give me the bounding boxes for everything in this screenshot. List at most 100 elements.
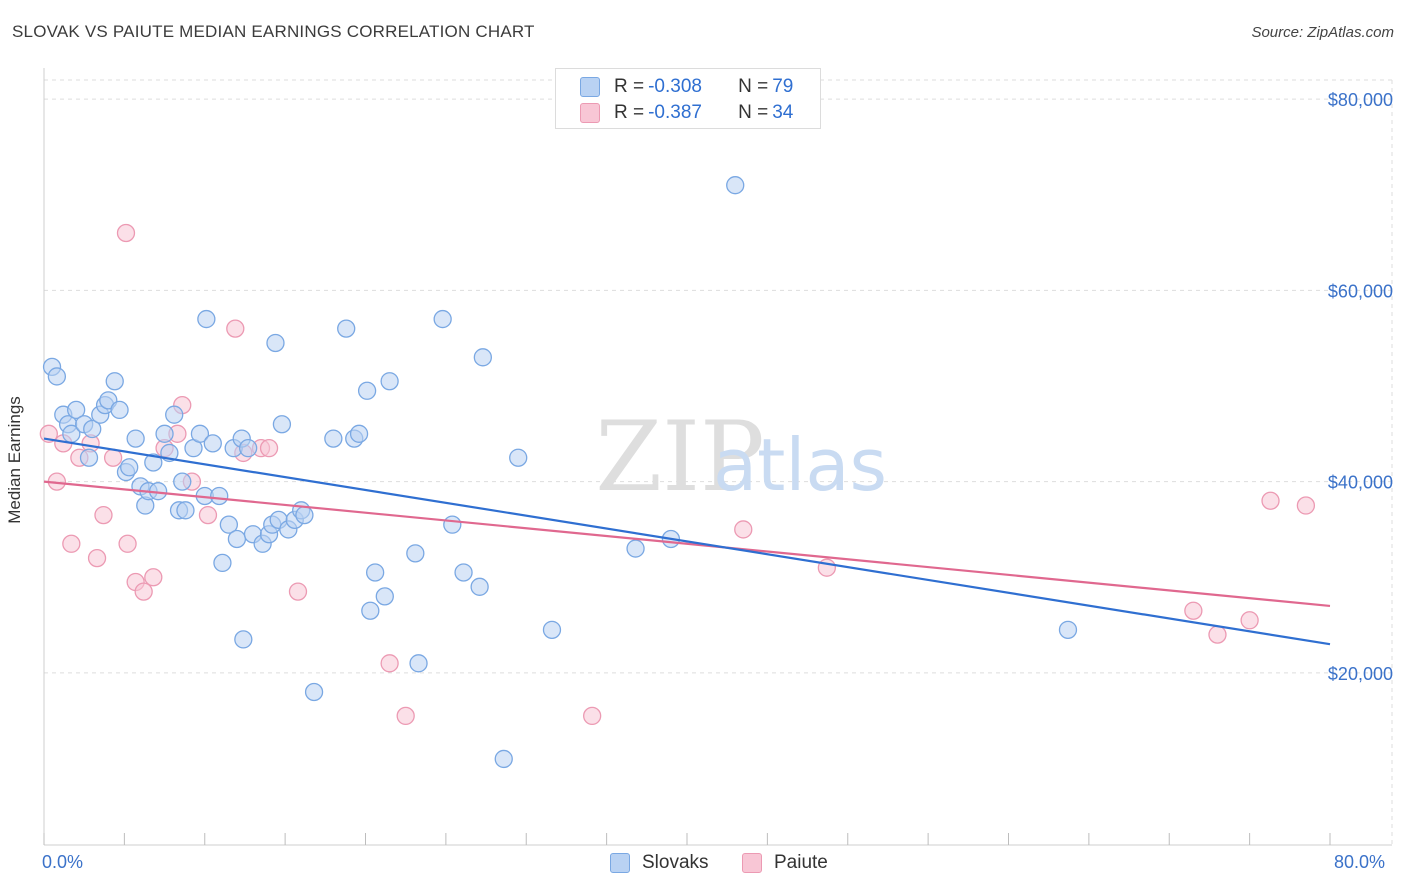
watermark-zip: ZIP bbox=[595, 401, 764, 513]
paiute-point bbox=[94, 505, 113, 525]
bottom-legend-swatch-paiute bbox=[742, 853, 762, 873]
slovak-point bbox=[380, 372, 399, 391]
paiute-point bbox=[144, 568, 163, 587]
bottom-legend-label-paiute: Paiute bbox=[774, 852, 828, 873]
slovak-point bbox=[83, 419, 102, 439]
correlation-legend: R = -0.308 N = 79 R = -0.387 N = 34 bbox=[555, 68, 821, 129]
slovak-point bbox=[79, 448, 99, 467]
slovak-point bbox=[210, 486, 229, 506]
slovak-point bbox=[227, 529, 247, 549]
slovak-point bbox=[626, 539, 645, 558]
slovak-point bbox=[47, 367, 67, 386]
y-tick-labels: $20,000 $40,000 $60,000 $80,000 bbox=[1328, 90, 1393, 684]
slovak-point bbox=[266, 333, 285, 353]
legend-r-value: -0.308 bbox=[648, 76, 702, 97]
paiute-point bbox=[288, 582, 308, 601]
legend-swatch-slovaks bbox=[580, 77, 600, 97]
watermark-atlas: atlas bbox=[713, 423, 887, 507]
paiute-point bbox=[583, 706, 602, 726]
slovak-point bbox=[304, 682, 324, 702]
slovak-point bbox=[176, 501, 195, 520]
legend-row-slovaks: R = -0.308 N = 79 bbox=[580, 75, 793, 99]
paiute-point bbox=[226, 319, 245, 338]
axes bbox=[43, 68, 1392, 846]
paiute-point bbox=[396, 706, 415, 726]
bottom-legend-paiute: Paiute bbox=[742, 852, 828, 874]
legend-swatch-paiute bbox=[580, 103, 600, 123]
slovak-point bbox=[126, 429, 145, 448]
slovak-point bbox=[361, 601, 380, 620]
slovak-point bbox=[190, 424, 210, 443]
slovak-point bbox=[234, 630, 253, 649]
paiute-point bbox=[1184, 601, 1203, 620]
x-tick-min: 0.0% bbox=[42, 852, 84, 872]
y-tick-label: $40,000 bbox=[1328, 473, 1393, 493]
paiute-point bbox=[734, 520, 753, 539]
slovak-trend-line bbox=[43, 437, 1331, 646]
slovak-point bbox=[337, 319, 356, 338]
slovak-point bbox=[197, 309, 216, 329]
slovak-point bbox=[349, 424, 369, 443]
paiute-point bbox=[134, 582, 153, 601]
slovak-point bbox=[357, 381, 377, 400]
legend-n-value: 79 bbox=[772, 76, 794, 97]
bottom-legend-slovaks: Slovaks bbox=[610, 852, 709, 874]
slovak-point bbox=[120, 458, 139, 477]
paiute-point bbox=[87, 548, 107, 568]
slovak-point bbox=[105, 372, 124, 391]
trend-lines bbox=[43, 437, 1331, 646]
paiute-trend-line bbox=[43, 480, 1331, 608]
paiute-point bbox=[198, 505, 218, 525]
slovak-point bbox=[213, 553, 232, 573]
y-tick-label: $60,000 bbox=[1328, 281, 1393, 301]
legend-n-label: N = bbox=[738, 76, 769, 97]
slovak-point bbox=[239, 439, 258, 458]
slovak-point bbox=[324, 429, 343, 448]
slovak-point bbox=[173, 472, 192, 491]
chart-title: SLOVAK VS PAIUTE MEDIAN EARNINGS CORRELA… bbox=[12, 22, 535, 41]
slovak-point bbox=[110, 400, 129, 420]
slovak-point bbox=[406, 544, 425, 563]
paiute-point bbox=[259, 439, 279, 458]
slovak-point bbox=[433, 309, 452, 329]
bottom-legend-swatch-slovaks bbox=[610, 853, 630, 873]
slovak-point bbox=[409, 654, 428, 673]
paiute-point bbox=[1261, 491, 1280, 510]
slovak-point bbox=[470, 577, 489, 596]
legend-n-label: N = bbox=[738, 102, 769, 123]
slovak-point bbox=[509, 448, 528, 467]
slovak-point bbox=[67, 400, 86, 420]
paiute-point bbox=[62, 534, 81, 553]
legend-r-label: R = bbox=[614, 76, 645, 97]
legend-row-paiute: R = -0.387 N = 34 bbox=[580, 101, 793, 125]
legend-r-label: R = bbox=[614, 102, 645, 123]
slovak-point bbox=[494, 749, 513, 769]
paiute-point bbox=[1296, 496, 1316, 515]
y-tick-label: $80,000 bbox=[1328, 90, 1393, 110]
slovak-point bbox=[473, 348, 492, 367]
paiute-point bbox=[118, 534, 137, 553]
slovak-point bbox=[365, 563, 385, 582]
paiute-point bbox=[380, 654, 399, 673]
paiute-point bbox=[1208, 625, 1227, 644]
slovak-point bbox=[443, 515, 462, 534]
legend-n-value: 34 bbox=[772, 102, 794, 123]
slovak-point bbox=[542, 620, 562, 639]
slovak-points bbox=[42, 176, 1078, 769]
paiute-point bbox=[1240, 611, 1259, 630]
paiute-point bbox=[116, 223, 136, 243]
x-tick-max: 80.0% bbox=[1334, 852, 1386, 872]
legend-r-value: -0.387 bbox=[648, 102, 702, 123]
slovak-point bbox=[203, 434, 222, 453]
slovak-point bbox=[165, 405, 184, 424]
slovak-point bbox=[375, 587, 394, 606]
y-tick-label: $20,000 bbox=[1328, 664, 1393, 684]
slovak-point bbox=[144, 453, 163, 472]
slovak-point bbox=[454, 563, 473, 582]
slovak-point bbox=[155, 424, 174, 443]
slovak-point bbox=[272, 415, 292, 434]
source-credit: Source: ZipAtlas.com bbox=[1251, 24, 1394, 41]
slovak-point bbox=[1058, 620, 1078, 639]
slovak-point bbox=[295, 505, 314, 525]
